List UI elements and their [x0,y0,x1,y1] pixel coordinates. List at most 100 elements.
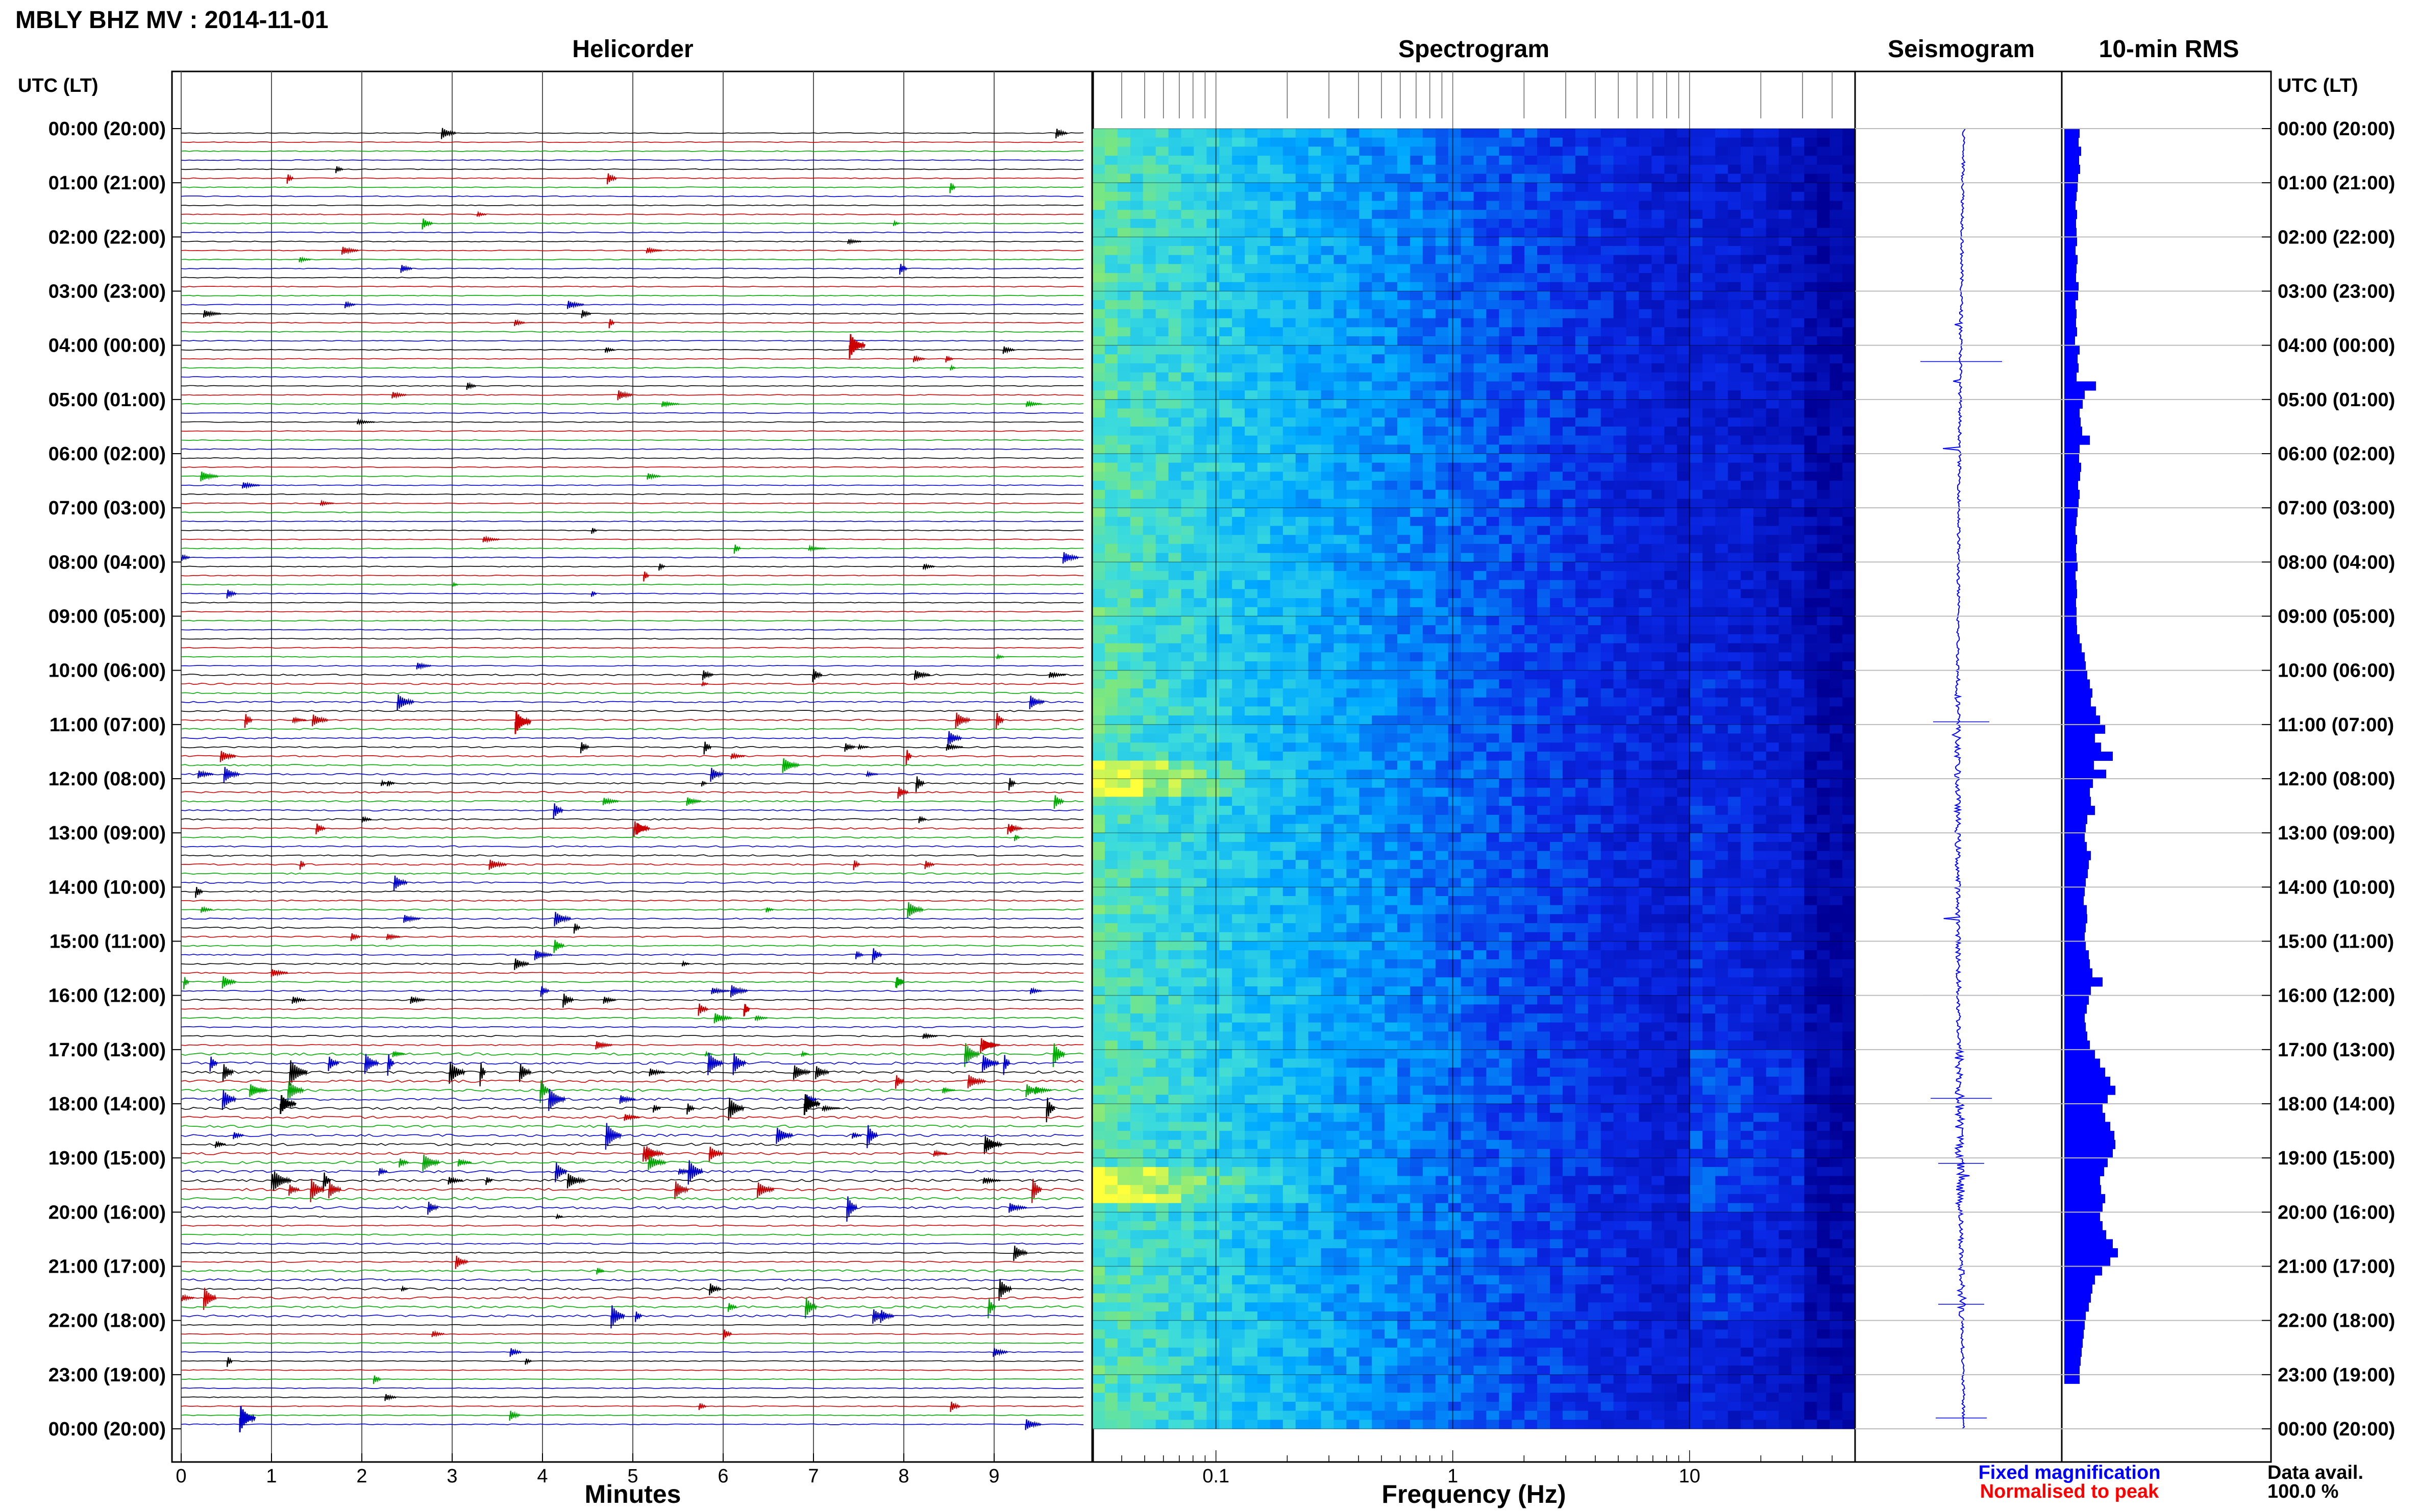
spectrogram-cell [1194,218,1207,229]
spectrogram-cell [1143,751,1156,761]
spectrogram-cell [1626,770,1639,779]
spectrogram-cell [1499,291,1512,301]
spectrogram-cell [1334,598,1347,608]
spectrogram-cell [1766,472,1779,481]
spectrogram-cell [1588,562,1601,572]
spectrogram-cell [1194,724,1207,734]
spectrogram-cell [1372,454,1385,463]
spectrogram-cell [1232,616,1245,626]
spectrogram-cell [1830,625,1843,635]
spectrogram-cell [1613,489,1626,499]
spectrogram-cell [1372,372,1385,382]
spectrogram-cell [1600,336,1614,346]
spectrogram-cell [1524,390,1538,400]
spectrogram-cell [1613,435,1626,445]
spectrogram-cell [1562,571,1576,581]
spectrogram-cell [1779,472,1792,481]
spectrogram-cell [1600,390,1614,400]
spectrogram-cell [1104,589,1118,599]
spectrogram-cell [1232,191,1245,202]
spectrogram-cell [1130,535,1144,544]
spectrogram-cell [1830,454,1843,463]
helicorder-event [815,1066,830,1079]
spectrogram-cell [1512,282,1525,291]
spectrogram-cell [1791,607,1805,616]
helicorder-line [181,240,1084,242]
spectrogram-cell [1397,372,1411,382]
spectrogram-cell [1104,598,1118,608]
spectrogram-cell [1664,760,1677,770]
spectrogram-cell [1473,472,1487,481]
spectrogram-cell [1219,273,1232,283]
spectrogram-cell [1715,291,1729,301]
spectrogram-cell [1664,435,1677,445]
spectrogram-cell [1550,598,1563,608]
spectrogram-cell [1397,779,1411,788]
spectrogram-cell [1791,715,1805,725]
spectrogram-cell [1779,779,1792,788]
spectrogram-cell [1550,228,1563,237]
spectrogram-cell [1117,210,1131,219]
spectrogram-cell [1181,760,1194,770]
spectrogram-cell [1435,814,1449,824]
spectrogram-cell [1651,444,1665,454]
spectrogram-cell [1461,481,1474,490]
spectrogram-cell [1512,291,1525,301]
spectrogram-cell [1194,598,1207,608]
spectrogram-cell [1550,751,1563,761]
spectrogram-cell [1791,327,1805,337]
spectrogram-cell [1727,733,1741,743]
spectrogram-cell [1270,787,1283,797]
spectrogram-cell [1257,435,1271,445]
spectrogram-cell [1715,218,1729,229]
spectrogram-cell [1715,787,1729,797]
spectrogram-cell [1461,336,1474,346]
spectrogram-cell [1715,806,1729,815]
spectrogram-cell [1588,255,1601,264]
helicorder-event [1003,1055,1010,1075]
spectrogram-cell [1600,499,1614,508]
spectrogram-cell [1206,516,1220,527]
spectrogram-cell [1613,327,1626,337]
spectrogram-cell [1702,679,1716,689]
spectrogram-cell [1295,625,1309,635]
spectrogram-cell [1690,625,1703,635]
spectrogram-cell [1550,129,1563,138]
spectrogram-cell [1435,661,1449,671]
spectrogram-cell [1232,634,1245,644]
spectrogram-cell [1206,652,1220,662]
spectrogram-cell [1702,499,1716,508]
spectrogram-cell [1715,607,1729,616]
spectrogram-cell [1092,526,1105,535]
spectrogram-cell [1715,454,1729,463]
spectrogram-cell [1410,173,1423,183]
spectrogram-cell [1512,715,1525,725]
spectrogram-cell [1740,426,1754,436]
helicorder-event [323,1172,331,1192]
spectrogram-cell [1639,742,1652,752]
spectrogram-cell [1194,508,1207,517]
spectrogram-cell [1359,210,1372,219]
spectrogram-cell [1245,697,1258,707]
spectrogram-cell [1550,417,1563,427]
spectrogram-cell [1766,146,1779,156]
spectrogram-cell [1600,535,1614,544]
spectrogram-cell [1626,435,1639,445]
spectrogram-cell [1512,408,1525,418]
spectrogram-cell [1245,634,1258,644]
spectrogram-cell [1359,327,1372,337]
spectrogram-cell [1372,489,1385,499]
spectrogram-cell [1537,156,1550,165]
spectrogram-cell [1690,543,1703,554]
spectrogram-cell [1473,300,1487,310]
spectrogram-cell [1791,146,1805,156]
spectrogram-cell [1104,354,1118,364]
spectrogram-cell [1626,733,1639,743]
spectrogram-cell [1817,706,1830,716]
spectrogram-cell [1422,706,1436,716]
spectrogram-cell [1550,724,1563,734]
spectrogram-cell [1372,183,1385,192]
spectrogram-cell [1397,300,1411,310]
spectrogram-cell [1130,372,1144,382]
spectrogram-cell [1588,688,1601,698]
